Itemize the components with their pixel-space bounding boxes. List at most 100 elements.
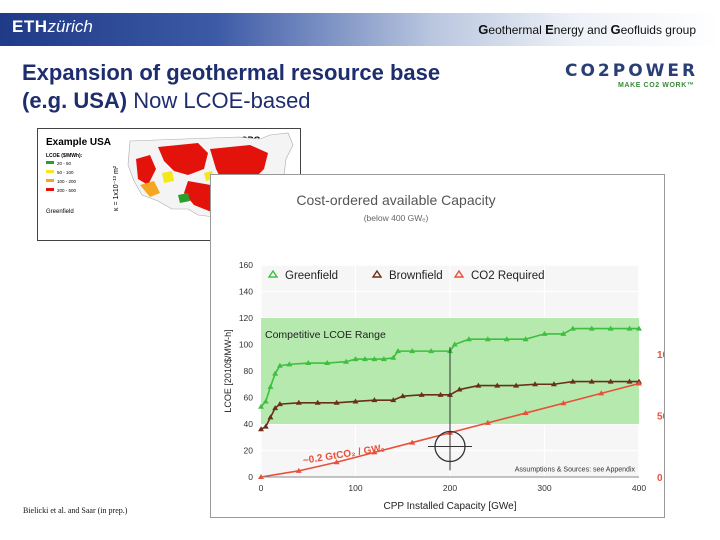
chart-panel: Cost-ordered available Capacity (below 4… [210,174,679,518]
data-point-1 [352,398,359,404]
y-tick-label: 20 [244,446,254,456]
y-tick-label: 140 [239,287,253,297]
data-point-0 [503,336,510,342]
data-point-1 [258,426,264,432]
data-point-0 [276,362,283,368]
x-tick-label: 200 [443,483,457,493]
y-tick-label: 100 [239,340,253,350]
data-point-1 [607,378,614,384]
map-orange-region [140,181,160,197]
crosshair-circle [434,430,466,463]
data-point-1 [569,378,576,384]
legend-label: Greenfield [285,270,338,282]
chart-title: Cost-ordered available Capacity [296,192,495,208]
map-green-region [178,193,190,203]
map-legend-swatch [46,188,54,191]
y-tick-label: 160 [239,260,253,270]
y-tick-label: 60 [244,393,254,403]
legend-label: Brownfield [389,270,443,282]
data-point-0 [262,398,269,404]
data-point-1 [513,382,520,388]
data-point-1 [626,378,633,384]
data-point-0 [267,383,274,389]
data-point-1 [272,405,279,411]
legend-marker [453,269,465,278]
data-point-0 [343,358,350,364]
data-point-1 [390,397,397,403]
data-point-0 [626,325,633,331]
data-point-0 [428,348,435,354]
data-point-2 [598,390,605,396]
footnote: Bielicki et al. and Saar (in prep.) [23,506,128,515]
map-legend-label: 100 - 200 [57,179,77,184]
data-point-1 [588,378,595,384]
data-point-0 [352,356,359,362]
y2-tick-label: 0 [657,473,663,484]
title-line1: Expansion of geothermal resource base [22,60,441,85]
x-tick-label: 300 [537,483,551,493]
data-point-1 [550,381,557,387]
data-point-1 [295,399,302,405]
co2power-logo: CO2POWER [565,61,699,81]
group-rest-3: eofluids group [620,23,696,37]
data-point-2 [484,419,491,425]
eth-logo: ETHzürich [12,17,93,36]
data-point-0 [522,336,529,342]
co2power-tagline: MAKE CO2 WORK™ [618,82,695,89]
data-point-0 [390,354,397,360]
map-greenfield-label: Greenfield [46,209,74,215]
data-point-0 [361,356,368,362]
y2-tick-label: 50 [657,412,664,423]
sources-annotation: Assumptions & Sources: see Appendix [515,467,636,474]
group-initial-2: E [545,22,554,37]
group-initial-3: G [610,22,621,37]
header-bar [0,13,720,46]
slide-title: Expansion of geothermal resource base (e… [22,59,440,115]
data-point-1 [267,414,274,420]
series-lines [258,325,642,479]
data-point-2 [333,459,340,465]
data-point-1 [418,391,425,397]
map-kappa-label: κ = 1x10⁻¹³ m² [113,165,120,211]
capacity-chart: Cost-ordered available Capacity (below 4… [223,192,679,512]
group-rest-1: eothermal [488,23,546,37]
group-rest-2: nergy and [553,23,611,37]
data-point-2 [295,467,302,473]
data-point-1 [494,382,501,388]
data-point-0 [484,336,491,342]
title-line2-rest: Now LCOE-based [127,88,311,113]
data-point-0 [395,348,402,354]
data-point-0 [569,325,576,331]
data-point-1 [371,397,378,403]
map-legend-swatch [46,161,54,164]
y-tick-label: 0 [248,472,253,482]
data-point-2 [522,410,529,416]
data-point-0 [286,361,293,367]
map-legend-swatch [46,170,54,173]
data-point-0 [607,325,614,331]
x-tick-label: 0 [259,483,264,493]
data-point-2 [371,449,378,455]
data-point-2 [560,400,567,406]
y2-tick-label: 100 [657,350,664,361]
data-point-0 [451,341,458,347]
map-legend-label: 20 - 50 [57,161,72,166]
x-tick-label: 400 [632,483,646,493]
data-point-0 [371,356,378,362]
competitive-range-label: Competitive LCOE Range [265,329,386,341]
map-title: Example USA [46,137,111,148]
data-point-0 [541,330,548,336]
data-point-2 [409,439,416,445]
map-red-region-5 [136,155,156,185]
data-point-0 [258,403,264,409]
map-legend-label: 50 - 100 [57,170,74,175]
data-point-0 [324,360,331,366]
map-legend-label: 200 - 500 [57,188,77,193]
y-tick-label: 120 [239,313,253,323]
data-point-1 [262,423,269,429]
title-line2-bold: (e.g. USA) [22,88,128,113]
y-tick-label: 80 [244,366,254,376]
data-point-0 [305,360,312,366]
chart-subtitle: (below 400 GWₑ) [364,213,429,223]
data-point-1 [314,399,321,405]
